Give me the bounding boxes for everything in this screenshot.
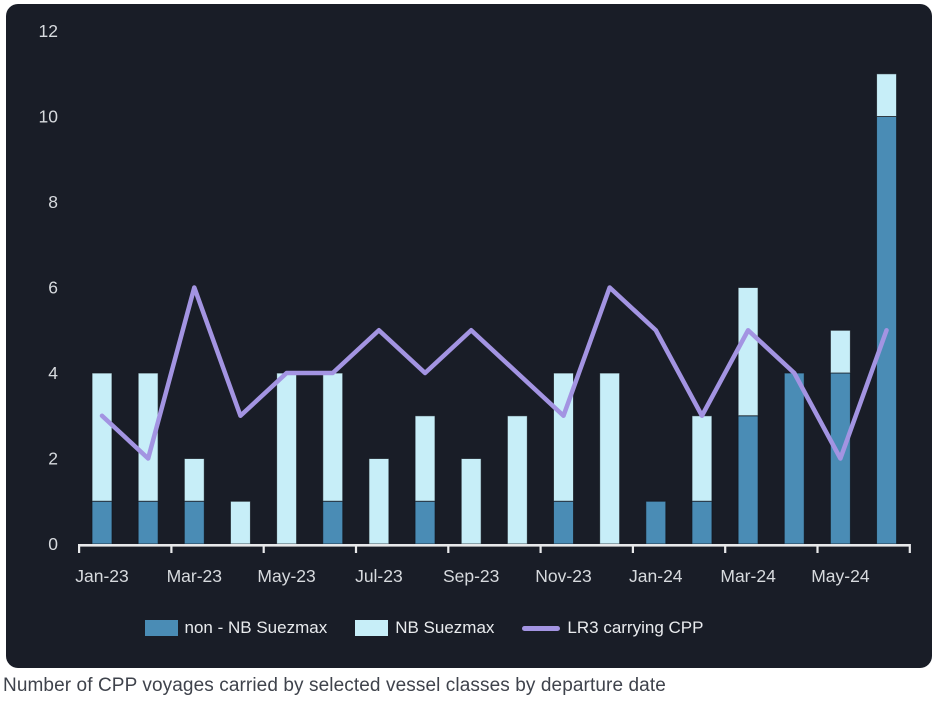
bar-segment-nb-suezmax [691, 415, 713, 502]
chart-caption: Number of CPP voyages carried by selecte… [3, 675, 666, 696]
chart-card: 0 2 4 6 8 10 12 Jan-23 Mar-23 May-23 Jul-23 Sep-23 N… [6, 4, 932, 668]
bar-segment-non-nb-suezmax [322, 500, 344, 545]
legend-label-nb-suezmax: NB Suezmax [395, 618, 495, 637]
x-axis-tick [354, 544, 358, 553]
bar-segment-non-nb-suezmax [91, 500, 113, 545]
y-axis-label: 8 [48, 192, 58, 212]
bar-segment-non-nb-suezmax [137, 500, 159, 545]
bar-segment-nb-suezmax [460, 458, 482, 545]
y-axis-label: 0 [48, 534, 58, 554]
chart-canvas: 0 2 4 6 8 10 12 Jan-23 Mar-23 May-23 Jul-23 Sep-23 N… [39, 21, 911, 586]
x-axis-tick [724, 544, 727, 553]
y-axis-label: 10 [39, 107, 59, 127]
bar-segment-nb-suezmax [91, 372, 113, 502]
x-axis-label: Nov-23 [535, 566, 591, 586]
x-axis-label: Mar-24 [720, 566, 776, 586]
bar-segment-nb-suezmax [229, 500, 251, 545]
x-axis-label: Sep-23 [443, 566, 499, 586]
legend-item-nb-suezmax: NB Suezmax [355, 618, 494, 638]
bar-segment-nb-suezmax [876, 73, 898, 117]
x-axis-label: May-23 [257, 566, 315, 586]
lr3-carrying-cpp-line [99, 285, 889, 461]
bar-segment-non-nb-suezmax [553, 500, 574, 545]
bar-segment-nb-suezmax [322, 372, 344, 502]
bar-segment-nb-suezmax [737, 287, 759, 417]
x-axis-line [79, 544, 910, 547]
bar-segment-nb-suezmax [137, 372, 159, 502]
x-axis-tick [170, 544, 173, 553]
legend-label-non-nb-suezmax: non - NB Suezmax [184, 618, 328, 637]
legend-swatch-nb-suezmax-icon [355, 620, 389, 636]
x-axis-tick [447, 544, 450, 553]
x-axis-tick [908, 544, 911, 553]
chart-legend: non - NB Suezmax NB Suezmax LR3 carrying… [6, 618, 932, 638]
bar-segment-non-nb-suezmax [414, 500, 436, 545]
legend-swatch-non-nb-suezmax-icon [144, 620, 178, 636]
y-axis-label: 2 [48, 449, 58, 469]
x-axis-tick [816, 544, 819, 553]
x-axis-label: May-24 [811, 566, 870, 586]
bar-segment-nb-suezmax [183, 458, 205, 502]
legend-line-swatch-lr3-icon [522, 625, 561, 631]
legend-label-lr3-carrying-cpp: LR3 carrying CPP [567, 618, 704, 637]
y-axis-label: 6 [48, 278, 58, 298]
bar-segment-non-nb-suezmax [783, 372, 805, 545]
x-axis-tick [631, 544, 634, 553]
bar-segment-nb-suezmax [506, 415, 528, 545]
x-axis-tick [262, 544, 265, 553]
x-axis-label: Jan-23 [75, 566, 129, 586]
x-axis-tick [539, 544, 542, 553]
bar-segment-nb-suezmax [829, 329, 851, 374]
bar-segment-nb-suezmax [599, 372, 621, 545]
y-axis-label: 12 [39, 21, 58, 41]
legend-item-non-nb-suezmax: non - NB Suezmax [144, 618, 328, 638]
x-axis-label: Mar-23 [167, 566, 222, 586]
x-axis-tick [78, 544, 81, 553]
y-axis-label: 4 [48, 363, 58, 383]
bar-segment-non-nb-suezmax [183, 500, 205, 545]
bar-segment-non-nb-suezmax [737, 415, 759, 545]
bar-segment-nb-suezmax [368, 458, 390, 545]
bar-segment-non-nb-suezmax [645, 500, 667, 545]
x-axis-label: Jan-24 [629, 566, 683, 586]
legend-item-lr3-carrying-cpp: LR3 carrying CPP [522, 618, 703, 638]
bar-segment-nb-suezmax [414, 415, 436, 502]
bar-segment-nb-suezmax [276, 372, 298, 545]
x-axis-label: Jul-23 [355, 566, 403, 586]
bar-segment-non-nb-suezmax [691, 500, 713, 545]
